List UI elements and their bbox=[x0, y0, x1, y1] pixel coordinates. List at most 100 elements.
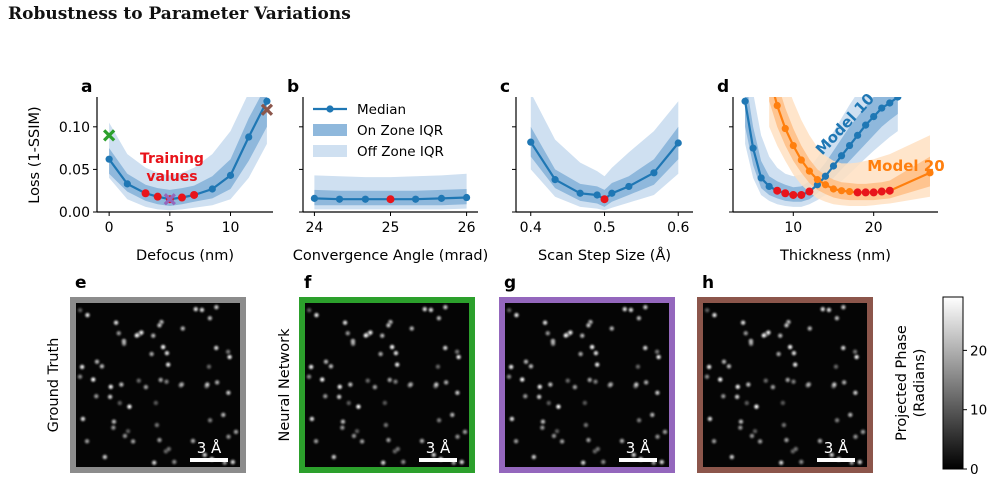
atom-column bbox=[452, 388, 462, 398]
atom-column bbox=[337, 423, 347, 433]
atom-column bbox=[617, 436, 627, 446]
atom-column bbox=[392, 360, 402, 370]
atom-column bbox=[583, 435, 593, 445]
atom-column bbox=[583, 320, 593, 330]
panel-label: g bbox=[504, 273, 516, 293]
atom-column bbox=[838, 302, 848, 312]
scale-bar-label: 3 Å bbox=[824, 438, 849, 457]
y-axis-label: Loss (1-SSIM) bbox=[27, 106, 43, 203]
atom-column bbox=[398, 457, 408, 467]
median-point bbox=[263, 97, 271, 105]
atom-column bbox=[377, 331, 387, 341]
atom-column bbox=[353, 402, 363, 412]
colorbar-tick-label: 10 bbox=[970, 403, 987, 419]
atom-column bbox=[507, 414, 517, 424]
atom-column bbox=[317, 375, 327, 385]
atom-column bbox=[440, 343, 450, 353]
atom-column bbox=[768, 382, 778, 392]
atom-column bbox=[631, 379, 641, 389]
atom-column bbox=[380, 398, 390, 408]
cross-marker-green bbox=[103, 129, 116, 142]
atom-column bbox=[702, 305, 712, 315]
atom-column bbox=[128, 436, 138, 446]
chart-panel-c: 0.4 0.5 0.6 Scan Step Size (Å) c bbox=[500, 77, 693, 264]
x-tick-label: 5 bbox=[165, 220, 174, 236]
atom-column bbox=[733, 382, 743, 392]
atom-columns bbox=[702, 302, 868, 468]
median-point bbox=[437, 194, 446, 202]
median-point bbox=[208, 185, 216, 193]
panel-label: d bbox=[717, 77, 729, 97]
atom-column bbox=[205, 313, 215, 323]
atom-column bbox=[148, 331, 158, 341]
atom-column bbox=[357, 436, 367, 446]
training-point bbox=[153, 192, 162, 201]
scale-bar bbox=[419, 458, 457, 462]
median-point bbox=[593, 191, 601, 199]
chart-panel-a: 0.00 0.05 0.10 0 5 10 Defocus (nm) a Training val… bbox=[59, 77, 274, 264]
atom-column bbox=[334, 392, 344, 402]
median-point bbox=[845, 187, 854, 196]
atom-column bbox=[434, 415, 444, 425]
atom-column bbox=[91, 391, 101, 401]
atom-column bbox=[709, 310, 719, 320]
atom-column bbox=[529, 452, 539, 462]
atom-column bbox=[858, 427, 868, 437]
median-point bbox=[773, 101, 781, 110]
median-point bbox=[650, 169, 658, 177]
median-point bbox=[105, 155, 113, 163]
y-tick-label: 0.10 bbox=[59, 120, 90, 136]
atom-column bbox=[211, 302, 221, 312]
image-panel-g: g 3 Å bbox=[499, 273, 675, 473]
legend-median-label: Median bbox=[357, 102, 406, 118]
panel-label: a bbox=[81, 77, 92, 97]
median-point bbox=[123, 180, 131, 188]
scale-bar-label: 3 Å bbox=[197, 438, 222, 457]
atom-column bbox=[520, 391, 530, 401]
atom-column bbox=[447, 410, 457, 420]
median-point bbox=[749, 144, 757, 152]
atom-column bbox=[543, 328, 553, 338]
atom-column bbox=[778, 398, 788, 408]
median-point bbox=[813, 181, 822, 189]
median-point bbox=[245, 133, 253, 141]
training-values-annotation: values bbox=[146, 169, 197, 185]
training-point bbox=[190, 190, 199, 199]
atom-column bbox=[845, 410, 855, 420]
atom-column bbox=[850, 347, 860, 357]
atom-column bbox=[626, 305, 636, 315]
median-point bbox=[462, 193, 471, 202]
median-point bbox=[862, 121, 870, 129]
atom-column bbox=[776, 458, 786, 468]
atom-column bbox=[751, 402, 761, 412]
x-tick-label: 25 bbox=[382, 220, 400, 236]
plot-area bbox=[105, 97, 271, 211]
atom-column bbox=[329, 452, 339, 462]
atom-column bbox=[537, 423, 547, 433]
atom-column bbox=[391, 377, 401, 387]
median-point bbox=[361, 195, 369, 203]
atom-column bbox=[116, 380, 126, 390]
atom-column bbox=[593, 444, 603, 454]
atom-column bbox=[549, 431, 559, 441]
atom-column bbox=[111, 318, 121, 328]
median-point bbox=[310, 194, 319, 202]
atom-column bbox=[652, 388, 662, 398]
atom-column bbox=[727, 452, 737, 462]
plot-area bbox=[741, 97, 934, 207]
atom-column bbox=[563, 376, 573, 386]
colorbar-tick-label: 0 bbox=[970, 462, 979, 478]
atom-column bbox=[761, 376, 771, 386]
atom-column bbox=[381, 420, 391, 430]
x-tick-label: 0 bbox=[105, 220, 114, 236]
atom-column bbox=[775, 331, 785, 341]
training-point bbox=[853, 188, 862, 197]
panel-label: h bbox=[702, 273, 714, 293]
atom-column bbox=[504, 305, 514, 315]
median-point bbox=[674, 139, 682, 147]
atom-column bbox=[426, 305, 436, 315]
atom-column bbox=[434, 313, 444, 323]
atom-columns bbox=[75, 302, 241, 468]
atom-column bbox=[742, 398, 752, 408]
atom-column bbox=[629, 450, 639, 460]
